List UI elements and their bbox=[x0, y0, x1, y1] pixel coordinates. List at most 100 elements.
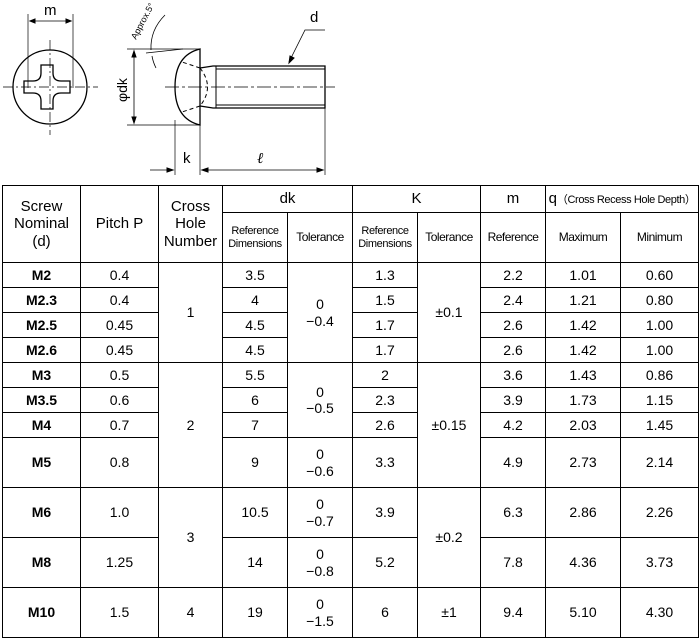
q-maximum-cell: 5.10 bbox=[545, 587, 622, 638]
nominal-cell: M6 bbox=[2, 487, 81, 538]
header-q-note: （Cross Recess Hole Depth） bbox=[556, 194, 696, 207]
k-reference-cell: 3.9 bbox=[352, 487, 418, 538]
header-m-reference: Reference bbox=[480, 212, 547, 263]
header-m: m bbox=[480, 185, 547, 213]
k-tolerance-cell: ±0.2 bbox=[416, 487, 482, 588]
dk-reference-cell: 7 bbox=[222, 412, 288, 438]
screw-diagram: m d φdk k ℓ Approx.5° bbox=[3, 1, 335, 175]
dk-reference-cell: 5.5 bbox=[222, 362, 288, 388]
k-tolerance-cell: ±0.15 bbox=[416, 362, 482, 488]
table-row: M8 1.25 14 0 −0.8 5.2 7.8 4.36 3.73 bbox=[2, 537, 700, 588]
q-minimum-cell: 2.14 bbox=[620, 437, 700, 488]
k-tolerance-cell: ±1 bbox=[416, 587, 482, 638]
dk-tolerance-upper: 0 bbox=[316, 496, 324, 513]
q-minimum-cell: 0.86 bbox=[620, 362, 700, 388]
table-row: M5 0.8 9 0 −0.6 3.3 4.9 2.73 2.14 bbox=[2, 437, 700, 488]
dk-reference-cell: 14 bbox=[222, 537, 288, 588]
k-tolerance-cell: ±0.1 bbox=[416, 262, 482, 363]
dk-tolerance-lower: −1.5 bbox=[306, 612, 334, 629]
m-reference-cell: 2.6 bbox=[480, 337, 547, 363]
label-dk: φdk bbox=[114, 77, 130, 102]
screw-shank bbox=[199, 65, 326, 109]
pitch-cell: 1.5 bbox=[80, 587, 159, 638]
dk-reference-cell: 10.5 bbox=[222, 487, 288, 538]
q-maximum-cell: 2.03 bbox=[545, 412, 622, 438]
table-row: M2.3 0.4 4 1.5 2.4 1.21 0.80 bbox=[2, 287, 700, 313]
k-reference-cell: 1.5 bbox=[352, 287, 418, 313]
label-d: d bbox=[310, 9, 318, 26]
q-minimum-cell: 4.30 bbox=[620, 587, 700, 638]
m-reference-cell: 2.2 bbox=[480, 262, 547, 288]
nominal-cell: M2.6 bbox=[2, 337, 81, 363]
dk-tolerance-cell: 0 −0.5 bbox=[287, 362, 353, 438]
dk-tolerance-upper: 0 bbox=[316, 546, 324, 563]
dk-reference-cell: 3.5 bbox=[222, 262, 288, 288]
table-row: M2 0.4 1 3.5 0 −0.4 1.3 ±0.1 2.2 1.01 0.60 bbox=[2, 262, 700, 363]
q-maximum-cell: 4.36 bbox=[545, 537, 622, 588]
cross-hole-cell: 3 bbox=[158, 487, 223, 588]
header-pitch: Pitch P bbox=[80, 185, 159, 263]
nominal-cell: M2.3 bbox=[2, 287, 81, 313]
q-maximum-cell: 1.01 bbox=[545, 262, 622, 288]
nominal-cell: M4 bbox=[2, 412, 81, 438]
dk-reference-cell: 9 bbox=[222, 437, 288, 488]
q-maximum-cell: 1.42 bbox=[545, 312, 622, 338]
pitch-cell: 1.25 bbox=[80, 537, 159, 588]
cross-hole-cell: 4 bbox=[158, 587, 223, 638]
header-dk: dk bbox=[222, 185, 353, 213]
q-minimum-cell: 1.45 bbox=[620, 412, 700, 438]
k-reference-cell: 2.6 bbox=[352, 412, 418, 438]
dk-tolerance-cell: 0 −0.6 bbox=[287, 437, 353, 488]
m-reference-cell: 2.6 bbox=[480, 312, 547, 338]
label-m: m bbox=[44, 2, 57, 19]
nominal-cell: M8 bbox=[2, 537, 81, 588]
m-reference-cell: 9.4 bbox=[480, 587, 547, 638]
table-row: M10 1.5 4 19 0 −1.5 6 ±1 9.4 5.10 4.30 bbox=[2, 587, 700, 638]
pitch-cell: 0.45 bbox=[80, 337, 159, 363]
m-reference-cell: 4.2 bbox=[480, 412, 547, 438]
header-q-minimum: Minimum bbox=[620, 212, 700, 263]
dk-reference-cell: 4.5 bbox=[222, 312, 288, 338]
dk-tolerance-upper: 0 bbox=[316, 296, 324, 313]
header-dk-reference: Reference Dimensions bbox=[222, 212, 288, 263]
m-reference-cell: 2.4 bbox=[480, 287, 547, 313]
q-minimum-cell: 0.60 bbox=[620, 262, 700, 288]
k-reference-cell: 2 bbox=[352, 362, 418, 388]
m-reference-cell: 3.9 bbox=[480, 387, 547, 413]
dk-tolerance-cell: 0 −0.7 bbox=[287, 487, 353, 538]
table-row: M3 0.5 2 5.5 0 −0.5 2 ±0.15 3.6 1.43 0.86 bbox=[2, 362, 700, 488]
dk-tolerance-cell: 0 −1.5 bbox=[287, 587, 353, 638]
m-reference-cell: 7.8 bbox=[480, 537, 547, 588]
q-minimum-cell: 3.73 bbox=[620, 537, 700, 588]
dk-reference-cell: 19 bbox=[222, 587, 288, 638]
dk-reference-cell: 6 bbox=[222, 387, 288, 413]
cross-hole-cell: 2 bbox=[158, 362, 223, 488]
header-cross-hole: Cross Hole Number bbox=[158, 185, 223, 263]
dk-tolerance-lower: −0.6 bbox=[306, 462, 334, 479]
cross-hole-cell: 1 bbox=[158, 262, 223, 363]
dk-tolerance-cell: 0 −0.4 bbox=[287, 262, 353, 363]
m-reference-cell: 6.3 bbox=[480, 487, 547, 538]
k-reference-cell: 1.3 bbox=[352, 262, 418, 288]
q-minimum-cell: 1.00 bbox=[620, 337, 700, 363]
q-maximum-cell: 1.73 bbox=[545, 387, 622, 413]
table-row: M4 0.7 7 2.6 4.2 2.03 1.45 bbox=[2, 412, 700, 438]
header-k-tolerance: Tolerance bbox=[416, 212, 482, 263]
pitch-cell: 0.6 bbox=[80, 387, 159, 413]
q-minimum-cell: 1.00 bbox=[620, 312, 700, 338]
nominal-cell: M10 bbox=[2, 587, 81, 638]
q-minimum-cell: 1.15 bbox=[620, 387, 700, 413]
k-reference-cell: 1.7 bbox=[352, 312, 418, 338]
q-maximum-cell: 1.43 bbox=[545, 362, 622, 388]
q-maximum-cell: 1.42 bbox=[545, 337, 622, 363]
pitch-cell: 1.0 bbox=[80, 487, 159, 538]
dk-reference-cell: 4.5 bbox=[222, 337, 288, 363]
header-q: q（Cross Recess Hole Depth） bbox=[545, 185, 700, 213]
header-dk-tolerance: Tolerance bbox=[287, 212, 353, 263]
dk-tolerance-cell: 0 −0.8 bbox=[287, 537, 353, 588]
dk-tolerance-lower: −0.8 bbox=[306, 562, 334, 579]
k-reference-cell: 1.7 bbox=[352, 337, 418, 363]
pitch-cell: 0.4 bbox=[80, 262, 159, 288]
dk-tolerance-upper: 0 bbox=[316, 596, 324, 613]
pitch-cell: 0.4 bbox=[80, 287, 159, 313]
